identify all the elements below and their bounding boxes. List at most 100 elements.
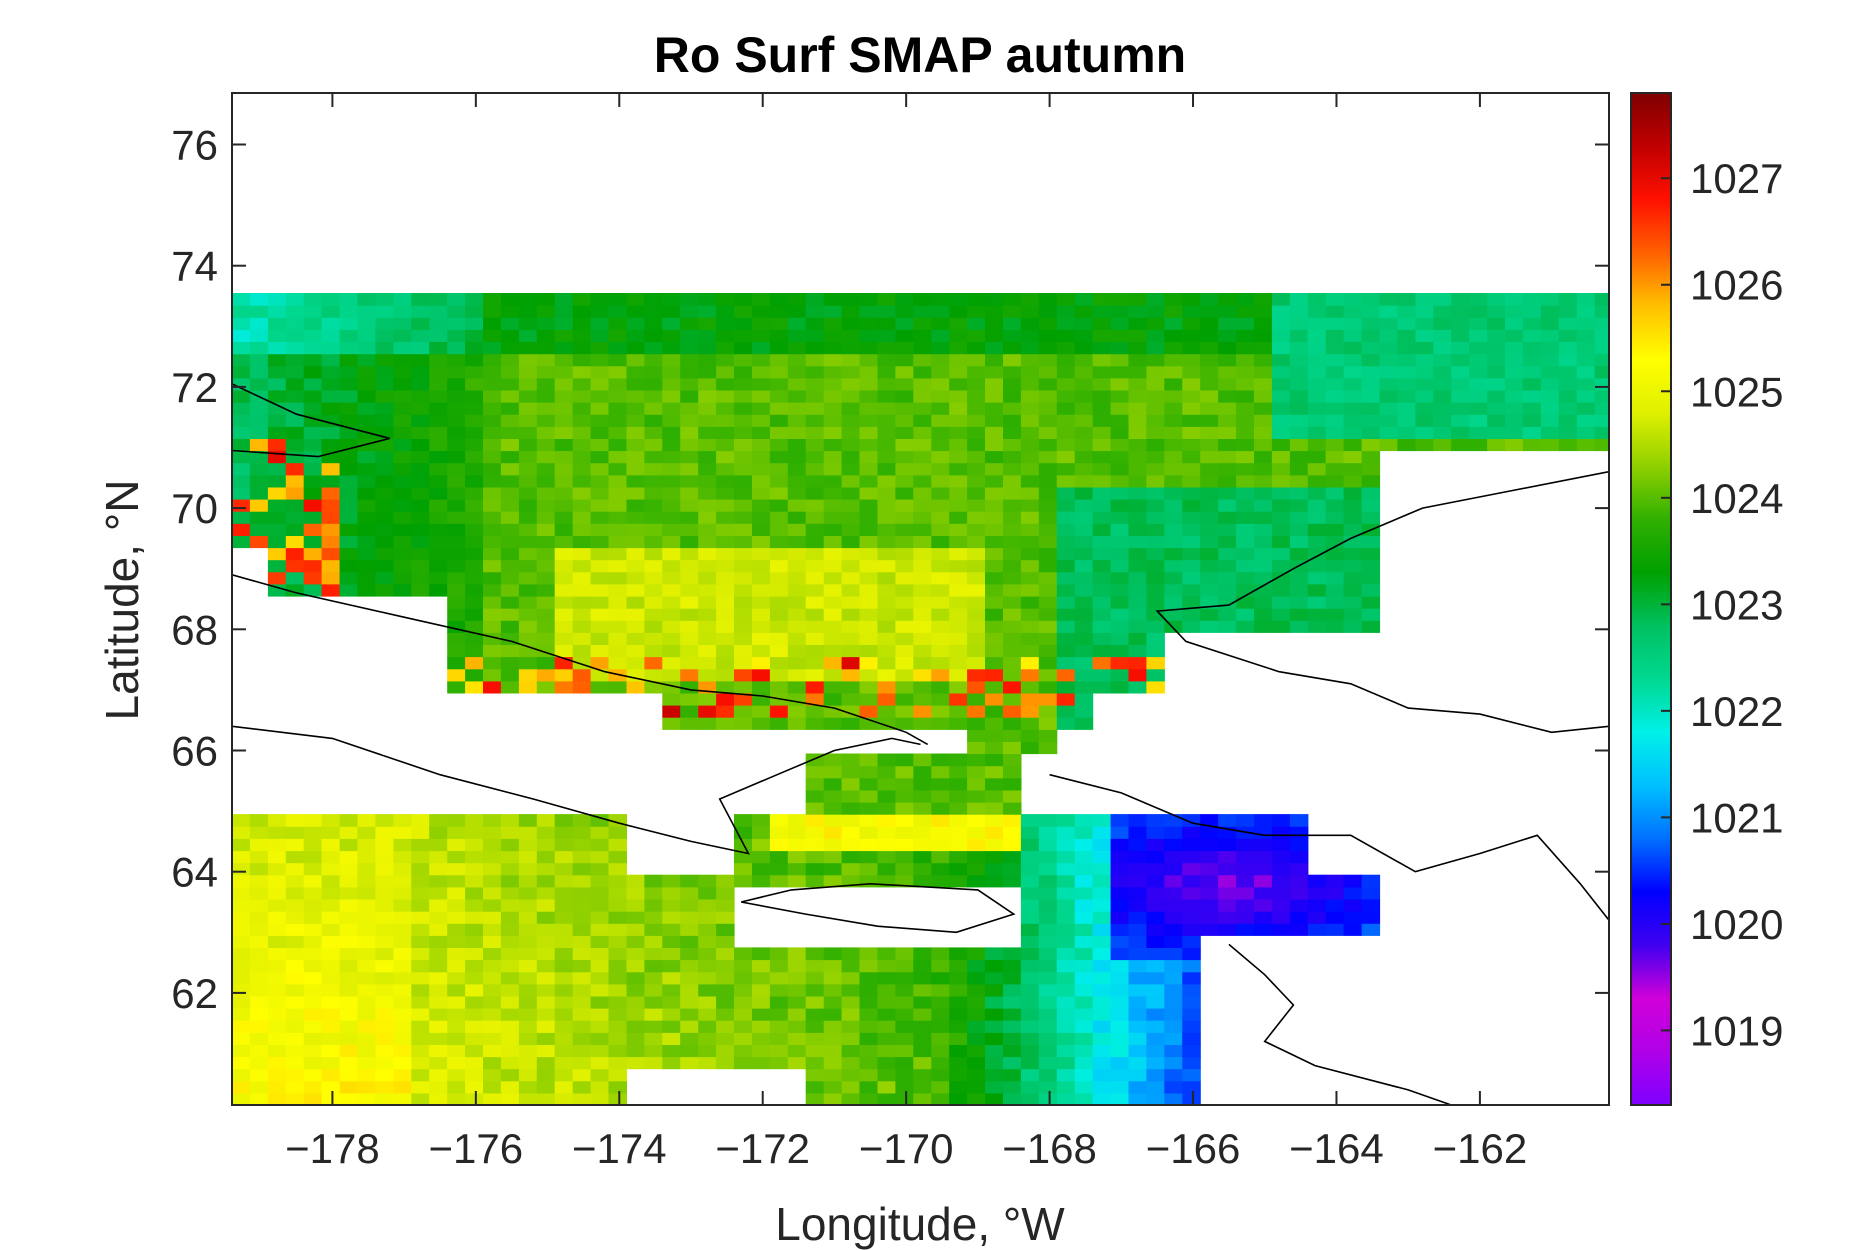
heatmap-cell bbox=[1003, 802, 1022, 815]
heatmap-cell bbox=[913, 826, 932, 839]
heatmap-cell bbox=[1200, 547, 1219, 561]
heatmap-cell bbox=[483, 438, 502, 452]
heatmap-cell bbox=[339, 923, 359, 936]
heatmap-cell bbox=[429, 947, 448, 961]
heatmap-cell bbox=[1128, 1068, 1147, 1082]
heatmap-cell bbox=[554, 596, 574, 609]
heatmap-cell bbox=[608, 426, 627, 439]
heatmap-cell bbox=[1236, 923, 1255, 936]
heatmap-cell bbox=[285, 935, 305, 948]
heatmap-cell bbox=[465, 293, 484, 306]
heatmap-cell bbox=[1558, 341, 1578, 355]
heatmap-cell bbox=[1020, 511, 1040, 524]
heatmap-cell bbox=[985, 826, 1004, 839]
heatmap-cell bbox=[1020, 741, 1040, 755]
heatmap-cell bbox=[1218, 341, 1237, 355]
heatmap-cell bbox=[572, 850, 592, 864]
heatmap-cell bbox=[1289, 499, 1309, 512]
heatmap-cell bbox=[805, 486, 825, 500]
heatmap-cell bbox=[1164, 571, 1183, 585]
heatmap-cell bbox=[1182, 1092, 1201, 1105]
heatmap-cell bbox=[1146, 559, 1165, 573]
heatmap-cell bbox=[734, 1056, 753, 1070]
heatmap-cell bbox=[267, 971, 287, 985]
heatmap-cell bbox=[1397, 389, 1416, 403]
heatmap-cell bbox=[1325, 341, 1345, 355]
heatmap-cell bbox=[1343, 474, 1363, 488]
heatmap-cell bbox=[805, 535, 825, 549]
heatmap-cell bbox=[895, 1092, 914, 1105]
heatmap-cell bbox=[1558, 402, 1578, 415]
heatmap-cell bbox=[1056, 486, 1076, 500]
heatmap-cell bbox=[465, 486, 484, 500]
heatmap-cell bbox=[644, 389, 663, 403]
heatmap-cell bbox=[662, 1020, 681, 1033]
heatmap-cell bbox=[1110, 1032, 1130, 1045]
heatmap-cell bbox=[1182, 1020, 1201, 1033]
heatmap-cell bbox=[662, 523, 681, 536]
heatmap-cell bbox=[590, 341, 610, 355]
heatmap-cell bbox=[698, 656, 717, 670]
heatmap-cell bbox=[429, 293, 448, 306]
heatmap-cell bbox=[1020, 535, 1040, 549]
heatmap-cell bbox=[680, 1056, 699, 1070]
heatmap-cell bbox=[644, 899, 663, 912]
heatmap-cell bbox=[1074, 1044, 1094, 1058]
heatmap-cell bbox=[1182, 850, 1201, 864]
heatmap-cell bbox=[841, 571, 861, 585]
heatmap-cell bbox=[1128, 1044, 1147, 1058]
heatmap-cell bbox=[518, 826, 538, 839]
heatmap-cell bbox=[375, 402, 394, 415]
heatmap-cell bbox=[1182, 971, 1201, 985]
heatmap-cell bbox=[1038, 1056, 1058, 1070]
heatmap-cell bbox=[1164, 317, 1183, 330]
heatmap-cell bbox=[1020, 1068, 1040, 1082]
heatmap-cell bbox=[411, 923, 430, 936]
heatmap-cell bbox=[805, 511, 825, 524]
heatmap-cell bbox=[913, 1044, 932, 1058]
heatmap-cell bbox=[680, 971, 699, 985]
heatmap-cell bbox=[662, 535, 681, 549]
heatmap-cell bbox=[536, 293, 556, 306]
heatmap-cell bbox=[877, 644, 896, 658]
heatmap-cell bbox=[572, 535, 592, 549]
heatmap-cell bbox=[859, 511, 878, 524]
heatmap-cell bbox=[447, 402, 466, 415]
heatmap-cell bbox=[1254, 426, 1273, 439]
heatmap-cell bbox=[680, 317, 699, 330]
heatmap-cell bbox=[285, 511, 305, 524]
heatmap-cell bbox=[877, 838, 896, 852]
heatmap-cell bbox=[249, 402, 269, 415]
heatmap-cell bbox=[321, 899, 341, 912]
heatmap-cell bbox=[1558, 305, 1578, 318]
heatmap-cell bbox=[608, 341, 627, 355]
heatmap-cell bbox=[518, 305, 538, 318]
heatmap-cell bbox=[698, 474, 717, 488]
heatmap-cell bbox=[626, 983, 645, 997]
heatmap-cell bbox=[1361, 899, 1381, 912]
heatmap-cell bbox=[375, 571, 394, 585]
heatmap-cell bbox=[1594, 305, 1609, 318]
heatmap-cell bbox=[1254, 535, 1273, 549]
heatmap-cell bbox=[1540, 377, 1560, 391]
heatmap-cell bbox=[536, 365, 556, 379]
heatmap-cell bbox=[285, 1032, 305, 1045]
heatmap-cell bbox=[1307, 438, 1327, 452]
heatmap-cell bbox=[1289, 486, 1309, 500]
heatmap-cell bbox=[321, 462, 341, 476]
heatmap-cell bbox=[1289, 620, 1309, 633]
heatmap-cell bbox=[931, 959, 950, 973]
heatmap-cell bbox=[698, 499, 717, 512]
heatmap-cell bbox=[931, 583, 950, 597]
heatmap-cell bbox=[1074, 947, 1094, 961]
heatmap-cell bbox=[267, 862, 287, 876]
heatmap-cell bbox=[232, 899, 251, 912]
heatmap-cell bbox=[500, 559, 520, 573]
heatmap-cell bbox=[805, 499, 825, 512]
heatmap-cell bbox=[626, 923, 645, 936]
heatmap-cell bbox=[267, 1056, 287, 1070]
heatmap-cell bbox=[465, 971, 484, 985]
heatmap-cell bbox=[447, 511, 466, 524]
heatmap-cell bbox=[841, 1080, 861, 1094]
heatmap-cell bbox=[1307, 535, 1327, 549]
